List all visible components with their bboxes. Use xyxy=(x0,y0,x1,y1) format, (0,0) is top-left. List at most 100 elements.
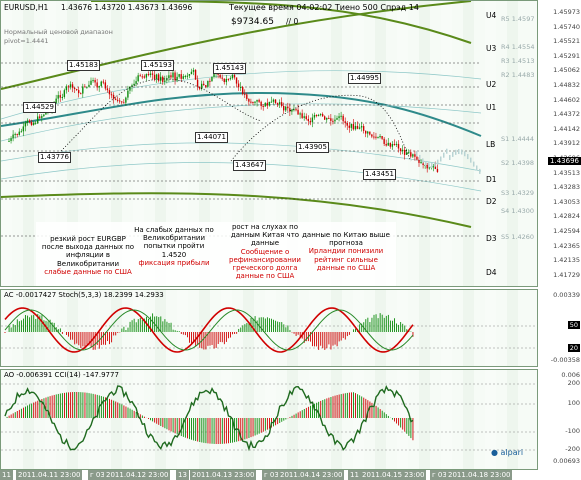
forecast-candle xyxy=(455,149,457,155)
candle-body xyxy=(283,105,285,111)
date-label: 2011.04.12 23:00 xyxy=(104,470,171,480)
candle-body xyxy=(248,98,250,102)
candle-body xyxy=(162,76,164,82)
candle-body xyxy=(151,73,154,75)
price-scale-value: 1.42135 xyxy=(553,256,580,265)
pivot-level-label: S3 1.4329 xyxy=(501,189,535,197)
forecast-candle xyxy=(449,154,451,160)
candle-body xyxy=(324,116,326,120)
account-balance: $9734.65 xyxy=(231,17,274,27)
candle-body xyxy=(82,86,84,94)
price-scale-value: 1.42824 xyxy=(553,212,580,221)
ac-stoch-pane[interactable]: AC -0.0017427 Stoch(5,3,3) 18.2399 14.29… xyxy=(0,289,538,367)
candle-body xyxy=(86,86,88,88)
candle-body xyxy=(367,131,369,134)
brand-name: alpari xyxy=(500,448,524,457)
level-label-u4: U4 xyxy=(486,11,497,20)
candle-body xyxy=(55,98,57,104)
channel-top-line xyxy=(90,1,472,44)
time-band xyxy=(441,1,452,286)
candle-body xyxy=(106,88,109,91)
ao-scale-m200: -200 xyxy=(565,445,580,453)
main-chart-pane[interactable]: EURUSD,H1 1.43676 1.43720 1.43673 1.4369… xyxy=(0,0,538,287)
candle-body xyxy=(176,76,178,81)
candle-body xyxy=(67,86,70,88)
brand-logo: ● alpari xyxy=(491,448,524,457)
candle-body xyxy=(375,136,377,138)
candle-body xyxy=(57,95,59,99)
candle-body xyxy=(153,74,156,80)
time-band xyxy=(287,290,298,366)
candle-body xyxy=(293,109,295,111)
candle-body xyxy=(80,93,82,95)
candle-body xyxy=(272,99,275,102)
news-note-2-text: На слабых данных по Великобритании попыт… xyxy=(134,226,214,259)
time-band xyxy=(67,290,78,366)
candle-body xyxy=(358,127,361,129)
candle-body xyxy=(342,115,344,122)
candle-body xyxy=(412,154,414,157)
candle-body xyxy=(203,83,205,86)
price-scale-value: 1.42365 xyxy=(553,241,580,250)
candle-body xyxy=(73,87,76,90)
candle-body xyxy=(229,78,232,80)
candle-body xyxy=(313,114,316,118)
candle-body xyxy=(344,121,346,123)
candle-body xyxy=(96,82,98,88)
ao-scale: 0.006 200 100 -100 -200 0.00693 xyxy=(538,369,581,470)
channel-upper-line xyxy=(1,1,472,90)
pivot-level-label: R5 1.4597 xyxy=(501,15,535,23)
candle-body xyxy=(112,94,115,99)
candle-body xyxy=(391,144,394,147)
date-label: г 03 xyxy=(430,470,449,480)
candle-body xyxy=(373,136,375,138)
time-band xyxy=(45,1,56,286)
time-band xyxy=(485,1,496,286)
time-band xyxy=(507,290,518,366)
time-band xyxy=(441,290,452,366)
price-scale-value: 1.42594 xyxy=(553,227,580,235)
candle-body xyxy=(340,115,342,117)
candle-body xyxy=(262,106,264,108)
time-band xyxy=(309,370,320,469)
ao-scale-m100: -100 xyxy=(565,427,580,435)
candle-body xyxy=(227,78,230,80)
candle-body xyxy=(196,79,199,87)
candle-body xyxy=(256,99,258,102)
date-label: 11 xyxy=(348,470,361,480)
candle-body xyxy=(65,86,68,91)
candle-body xyxy=(63,90,66,98)
candle-body xyxy=(194,69,197,80)
candle-body xyxy=(37,116,39,123)
candle-body xyxy=(276,103,279,105)
date-label: г 03 xyxy=(262,470,281,480)
candle-body xyxy=(20,131,22,133)
time-band xyxy=(111,370,122,469)
price-tag: 1.45183 xyxy=(67,60,100,71)
time-band xyxy=(287,1,298,286)
candle-body xyxy=(334,119,336,122)
candle-body xyxy=(303,116,305,118)
level-label-d1: D1 xyxy=(486,175,497,184)
candle-body xyxy=(61,97,63,99)
candle-body xyxy=(172,72,174,78)
candle-body xyxy=(41,116,43,118)
stoch-main-line xyxy=(4,307,414,353)
time-band xyxy=(23,290,34,366)
candle-body xyxy=(28,120,31,123)
candle-body xyxy=(426,164,428,169)
candle-body xyxy=(94,80,96,83)
candle-body xyxy=(278,102,281,105)
candle-body xyxy=(141,76,143,78)
candle-body xyxy=(174,72,176,81)
forecast-candle xyxy=(470,157,472,163)
ao-cci-pane[interactable]: AO -0.006391 CCI(14) -147.9777 ● alpari xyxy=(0,369,538,470)
candle-body xyxy=(319,114,322,116)
time-band xyxy=(375,1,386,286)
candle-body xyxy=(24,122,27,127)
date-label: 2011.04.13 23:00 xyxy=(190,470,257,480)
candle-body xyxy=(155,74,158,80)
time-band xyxy=(309,290,320,366)
time-band xyxy=(463,370,474,469)
ao-scale-100: 100 xyxy=(567,399,580,407)
